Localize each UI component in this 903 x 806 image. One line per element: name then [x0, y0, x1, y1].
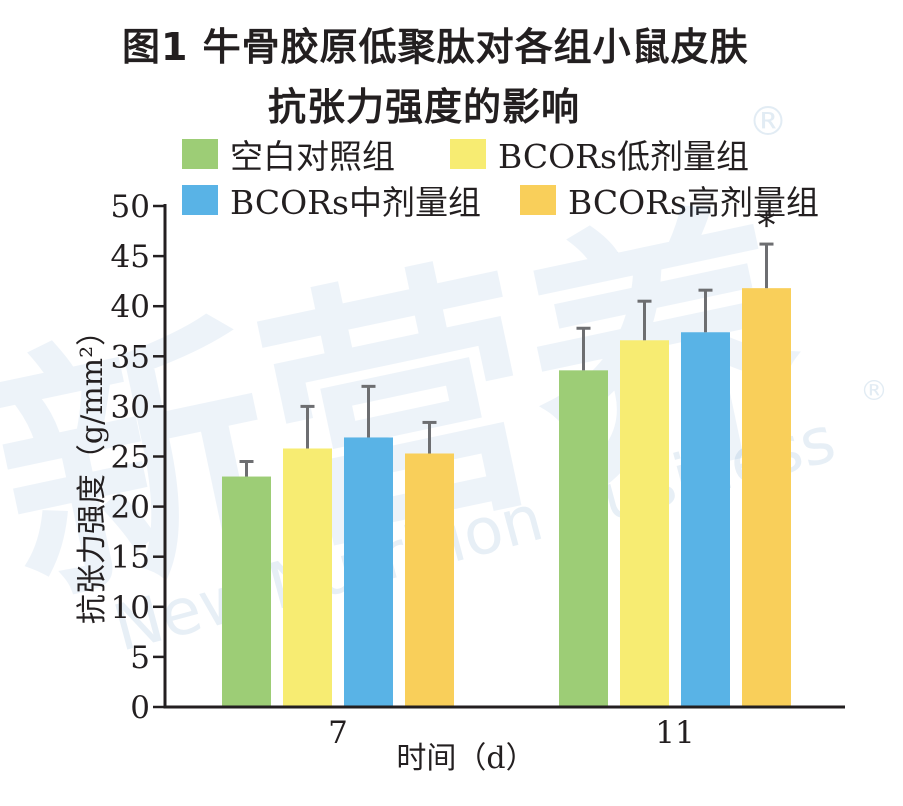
x-axis-label: 时间（d）	[396, 741, 535, 776]
legend-item-mid-dose: BCORs中剂量组	[182, 180, 481, 222]
legend-item-control: 空白对照组	[182, 134, 395, 176]
bar-7-3	[405, 453, 454, 707]
y-tick-label-20: 20	[111, 490, 150, 526]
significance-marker-0: *	[758, 206, 776, 247]
legend-swatch-control	[182, 139, 218, 169]
y-tick-label-50: 50	[111, 189, 150, 225]
y-tick-label-0: 0	[130, 690, 150, 726]
chart-title-line-1: 图1 牛骨胶原低聚肽对各组小鼠皮肤	[122, 25, 749, 69]
x-tick-label-7: 7	[328, 715, 348, 751]
bar-7-2	[344, 437, 393, 707]
y-tick-label-45: 45	[111, 239, 150, 275]
bars: *	[222, 206, 791, 707]
y-tick-label-10: 10	[111, 590, 150, 626]
y-tick-label-5: 5	[130, 640, 150, 676]
legend-item-low-dose: BCORs低剂量组	[450, 134, 749, 176]
y-axis-label: 抗张力强度（g/mm²）	[75, 316, 110, 624]
watermark-registered-mark: ®	[748, 99, 788, 145]
legend-swatch-mid-dose	[182, 185, 218, 215]
x-tick-label-11: 11	[655, 715, 694, 751]
bar-11-1	[620, 340, 669, 707]
axes: 0 5 10 15 20 25 30 35 40 45 50 7 11	[111, 189, 845, 751]
legend-label-high-dose: BCORs高剂量组	[568, 183, 819, 222]
bar-7-0	[222, 476, 271, 707]
y-tick-label-40: 40	[111, 289, 150, 325]
legend-label-control: 空白对照组	[230, 137, 395, 176]
legend-item-high-dose: BCORs高剂量组	[520, 180, 819, 222]
y-tick-label-15: 15	[111, 540, 150, 576]
y-tick-label-35: 35	[111, 339, 150, 375]
y-tick-label-25: 25	[111, 440, 150, 476]
legend-label-mid-dose: BCORs中剂量组	[230, 183, 481, 222]
bar-7-1	[283, 448, 332, 707]
legend-swatch-low-dose	[450, 139, 486, 169]
legend-label-low-dose: BCORs低剂量组	[498, 137, 749, 176]
bar-11-0	[559, 370, 608, 707]
y-tick-label-30: 30	[111, 389, 150, 425]
watermark-registered-mark-small: ®	[860, 374, 888, 407]
chart-title-line-2: 抗张力强度的影响	[268, 85, 581, 129]
legend-swatch-high-dose	[520, 185, 556, 215]
bar-11-3	[742, 288, 791, 707]
bar-11-2	[681, 332, 730, 707]
